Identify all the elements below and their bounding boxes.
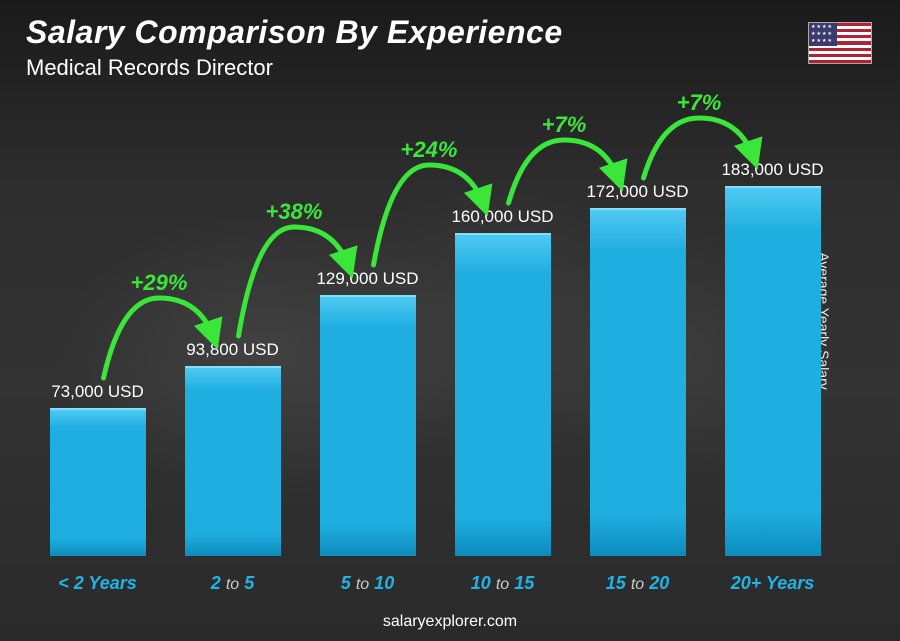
- bar-group: 172,000 USD15 to 20: [579, 182, 697, 556]
- growth-pct-label: +7%: [677, 90, 722, 115]
- bar: [185, 366, 281, 556]
- bar-group: 129,000 USD5 to 10: [309, 269, 427, 556]
- bar: [455, 233, 551, 556]
- bar: [320, 295, 416, 556]
- bar-group: 183,000 USD20+ Years: [714, 160, 832, 556]
- bar-x-label: 2 to 5: [211, 573, 254, 594]
- footer-attribution: salaryexplorer.com: [0, 613, 900, 631]
- chart-subtitle: Medical Records Director: [26, 55, 563, 81]
- bar: [590, 208, 686, 556]
- salary-bar-chart: 73,000 USD< 2 Years93,800 USD2 to 5129,0…: [30, 120, 840, 556]
- bar: [725, 186, 821, 556]
- bar-group: 73,000 USD< 2 Years: [39, 382, 157, 556]
- bar-x-label: 15 to 20: [606, 573, 669, 594]
- bar-x-label: 5 to 10: [341, 573, 394, 594]
- chart-title: Salary Comparison By Experience: [26, 14, 563, 51]
- bar: [50, 408, 146, 556]
- country-flag-icon: [808, 22, 872, 64]
- bar-x-label: 20+ Years: [731, 573, 815, 594]
- bar-group: 160,000 USD10 to 15: [444, 207, 562, 556]
- bar-x-label: 10 to 15: [471, 573, 534, 594]
- bar-x-label: < 2 Years: [58, 573, 137, 594]
- bar-group: 93,800 USD2 to 5: [174, 340, 292, 556]
